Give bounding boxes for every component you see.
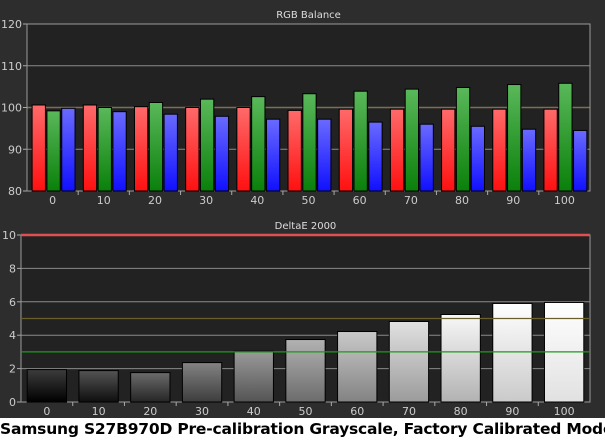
rgb-x-tick-label: 20 [148,194,162,207]
rgb-y-tick-label: 120 [1,18,22,31]
deltae-bar [181,362,223,403]
rgb-blue-bar [368,121,383,192]
rgb-red-bar [236,107,251,192]
rgb-red-bar [185,107,200,192]
rgb-blue-bar [419,123,434,192]
deltae-x-tick-label: 10 [92,405,106,418]
rgb-y-tick-label: 110 [1,60,22,73]
deltae-bar [440,313,481,403]
rgb-blue-bar [317,118,332,192]
rgb-y-tick-label: 90 [8,143,22,156]
rgb-green-bar [302,93,317,192]
rgb-x-tick-label: 90 [506,194,520,207]
rgb-green-bar [251,96,266,192]
rgb-red-bar [389,108,405,192]
deltae-y-tick-label: 4 [9,329,16,342]
deltae-y-tick-label: 6 [9,296,16,309]
deltae-y-tick-label: 2 [9,363,16,376]
rgb-x-tick-label: 100 [554,194,575,207]
deltae-bar [337,331,378,403]
deltae-x-tick-label: 100 [554,405,575,418]
rgb-green-bar [199,98,215,192]
rgb-x-tick-label: 10 [97,194,111,207]
rgb-chart-title: RGB Balance [276,10,341,21]
deltae-x-tick-label: 30 [195,405,209,418]
deltae-x-tick-label: 80 [454,405,468,418]
rgb-blue-bar [163,113,178,192]
rgb-y-tick-label: 100 [1,102,22,115]
deltae-bar [492,302,533,403]
rgb-blue-bar [265,118,281,192]
rgb-red-bar [287,109,302,192]
rgb-red-bar [82,104,98,192]
rgb-green-bar [353,90,368,192]
rgb-green-bar [404,88,420,192]
rgb-blue-bar [112,111,127,192]
deltae-bar [388,321,430,403]
rgb-red-bar [492,108,507,192]
deltae-x-tick-label: 0 [43,405,50,418]
deltae-x-tick-label: 50 [299,405,313,418]
deltae-x-tick-label: 40 [247,405,261,418]
rgb-x-tick-label: 40 [250,194,264,207]
deltae-x-tick-label: 70 [402,405,416,418]
rgb-red-bar [338,108,354,192]
deltae-bar [26,369,68,403]
rgb-green-bar [558,82,573,192]
rgb-red-bar [133,106,149,192]
rgb-red-bar [543,108,558,192]
rgb-green-bar [46,110,61,192]
rgb-blue-bar [521,128,537,192]
rgb-x-tick-label: 60 [353,194,367,207]
rgb-blue-bar [61,107,76,192]
deltae-x-tick-label: 60 [350,405,364,418]
rgb-x-tick-label: 30 [199,194,213,207]
rgb-blue-bar [573,129,588,192]
rgb-green-bar [455,86,471,192]
deltae-bar [285,339,326,403]
deltae-bar [78,370,119,403]
deltae-chart-title: DeltaE 2000 [275,221,337,232]
rgb-green-bar [97,107,112,192]
deltae-x-tick-label: 20 [143,405,157,418]
rgb-red-bar [31,104,46,192]
rgb-x-tick-label: 80 [455,194,469,207]
rgb-blue-bar [214,115,230,192]
deltae-x-tick-label: 90 [505,405,519,418]
rgb-x-tick-label: 70 [404,194,418,207]
deltae-y-tick-label: 10 [2,229,16,242]
rgb-y-tick-label: 80 [8,185,22,198]
rgb-green-bar [148,101,164,192]
rgb-blue-bar [470,125,485,192]
rgb-x-tick-label: 50 [302,194,316,207]
deltae-y-tick-label: 0 [9,396,16,409]
rgb-green-bar [507,84,522,192]
deltae-y-tick-label: 8 [9,262,16,275]
caption: Samsung S27B970D Pre-calibration Graysca… [0,418,605,441]
rgb-x-tick-label: 0 [49,194,56,207]
deltae-bar [233,350,274,403]
deltae-bar [130,372,171,403]
rgb-red-bar [441,108,456,192]
